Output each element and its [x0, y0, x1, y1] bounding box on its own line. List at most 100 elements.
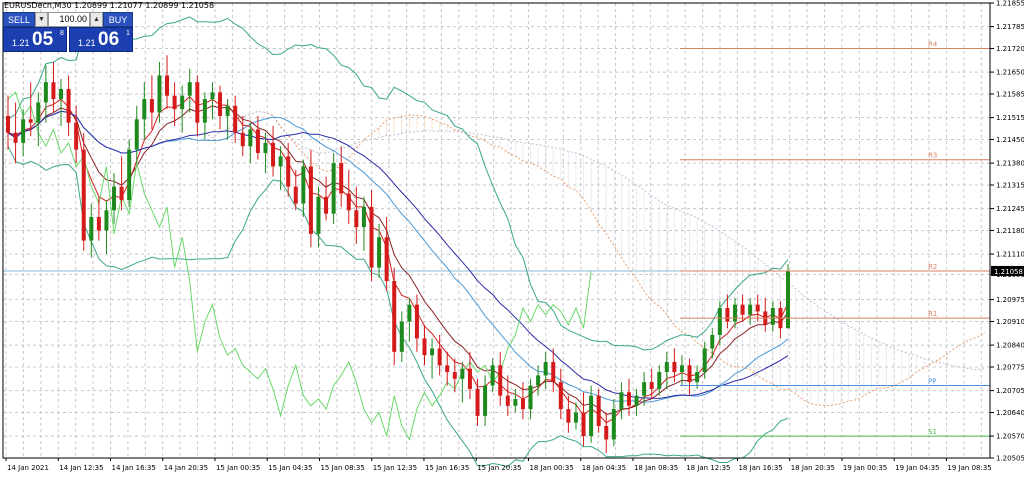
- pivot-label: R4: [928, 41, 938, 49]
- candle-bullish: [301, 166, 306, 204]
- candle-bearish: [51, 82, 56, 100]
- buy-price-button[interactable]: 1.21 06 1: [69, 27, 133, 52]
- candle-bullish: [573, 412, 578, 423]
- candle-bullish: [717, 308, 722, 335]
- candle-bearish: [505, 395, 510, 406]
- ema-slow-line: [7, 105, 789, 415]
- candle-bearish: [687, 365, 692, 383]
- axes: 1.21855 1.21785 1.21720 1.21650 1.21585 1.215…: [2, 0, 1024, 472]
- pivot-label: R1: [928, 310, 937, 318]
- x-tick-label: 15 Jan 20:35: [477, 464, 521, 472]
- candle-bearish: [414, 304, 419, 339]
- candle-bearish: [233, 105, 238, 133]
- kijun-line: [7, 110, 789, 399]
- candle-bullish: [483, 385, 488, 416]
- x-tick-label: 14 Jan 12:35: [59, 464, 103, 472]
- x-tick-label: 14 Jan 2021: [7, 464, 49, 472]
- pivot-label: R3: [928, 152, 937, 160]
- y-tick-label: 1.21515: [996, 114, 1024, 122]
- current-price-label: 1.21058: [994, 268, 1023, 276]
- y-tick-label: 1.20640: [996, 409, 1024, 417]
- candle-bearish: [520, 399, 525, 410]
- candle-bearish: [672, 361, 677, 373]
- candle-bullish: [134, 119, 139, 150]
- pivot-label: PP: [928, 378, 936, 386]
- candle-bullish: [399, 321, 404, 352]
- candle-bullish: [702, 348, 707, 373]
- lot-decrease-icon[interactable]: ▼: [35, 12, 48, 27]
- senkou-span-b-line: [204, 110, 985, 371]
- candle-bullish: [460, 368, 465, 379]
- candle-bearish: [755, 304, 760, 312]
- candle-bearish: [475, 388, 480, 416]
- candle-bullish: [112, 186, 117, 211]
- candle-bullish: [361, 206, 366, 228]
- x-tick-label: 18 Jan 00:35: [529, 464, 573, 472]
- one-click-trading-panel: SELL ▼ 100.00 ▲ BUY 1.21 05 8 1.21 06 1: [3, 12, 133, 52]
- y-tick-label: 1.21315: [996, 182, 1024, 190]
- candle-bearish: [725, 308, 730, 322]
- y-tick-label: 1.20840: [996, 342, 1024, 350]
- candle-bullish: [642, 382, 647, 396]
- y-tick-label: 1.20775: [996, 364, 1024, 372]
- candle-bullish: [430, 348, 435, 356]
- y-tick-label: 1.21245: [996, 205, 1024, 213]
- candle-bearish: [308, 166, 313, 234]
- candle-bearish: [165, 75, 170, 96]
- candle-bullish: [528, 385, 533, 410]
- candle-bullish: [770, 308, 775, 325]
- chart-title: EURUSDecn,M30 1.20899 1.21077 1.20899 1.…: [4, 1, 215, 10]
- candle-bullish: [157, 75, 162, 113]
- buy-button[interactable]: BUY: [103, 12, 133, 27]
- candle-bearish: [354, 210, 359, 228]
- candle-bearish: [626, 392, 631, 406]
- x-tick-label: 18 Jan 04:35: [582, 464, 626, 472]
- candle-bullish: [619, 392, 624, 410]
- y-tick-label: 1.21380: [996, 160, 1024, 168]
- candle-bearish: [172, 95, 177, 110]
- buy-price-prefix: 1.21: [78, 38, 96, 48]
- x-tick-label: 14 Jan 20:35: [164, 464, 208, 472]
- candle-bullish: [225, 105, 230, 116]
- candle-bullish: [695, 372, 700, 383]
- y-tick-label: 1.21855: [996, 0, 1024, 8]
- sell-price-button[interactable]: 1.21 05 8: [3, 27, 67, 52]
- trade-panel-top-row: SELL ▼ 100.00 ▲ BUY: [3, 12, 133, 27]
- sell-button[interactable]: SELL: [3, 12, 35, 27]
- candle-bearish: [286, 156, 291, 187]
- y-tick-label: 1.21650: [996, 69, 1024, 77]
- candle-bullish: [407, 304, 412, 322]
- candle-bullish: [248, 129, 253, 147]
- x-tick-label: 15 Jan 04:35: [268, 464, 312, 472]
- candle-bearish: [218, 92, 223, 116]
- candle-bullish: [36, 102, 41, 123]
- candle-bullish: [43, 82, 48, 103]
- pivot-label: S1: [928, 428, 937, 436]
- candle-bullish: [513, 399, 518, 406]
- candle-bearish: [566, 409, 571, 423]
- chart-grid: [3, 2, 990, 459]
- lot-increase-icon[interactable]: ▲: [90, 12, 103, 27]
- candle-bearish: [740, 304, 745, 315]
- x-tick-label: 18 Jan 12:35: [686, 464, 730, 472]
- candle-bearish: [255, 129, 260, 153]
- candle-bullish: [104, 210, 109, 231]
- lot-size-input[interactable]: 100.00: [48, 12, 90, 27]
- x-tick-label: 19 Jan 08:35: [947, 464, 991, 472]
- sell-price-prefix: 1.21: [12, 38, 30, 48]
- candle-bullish: [611, 409, 616, 440]
- ichimoku-cloud: [204, 110, 986, 407]
- candle-bullish: [180, 95, 185, 110]
- x-tick-label: 15 Jan 12:35: [373, 464, 417, 472]
- candle-bullish: [316, 196, 321, 234]
- candle-bearish: [13, 132, 18, 143]
- y-tick-label: 1.21450: [996, 136, 1024, 144]
- candle-bearish: [271, 142, 276, 167]
- candle-bearish: [467, 368, 472, 389]
- x-tick-label: 15 Jan 16:35: [425, 464, 469, 472]
- candle-bearish: [498, 365, 503, 396]
- candle-bullish: [59, 88, 64, 100]
- x-tick-label: 15 Jan 00:35: [216, 464, 260, 472]
